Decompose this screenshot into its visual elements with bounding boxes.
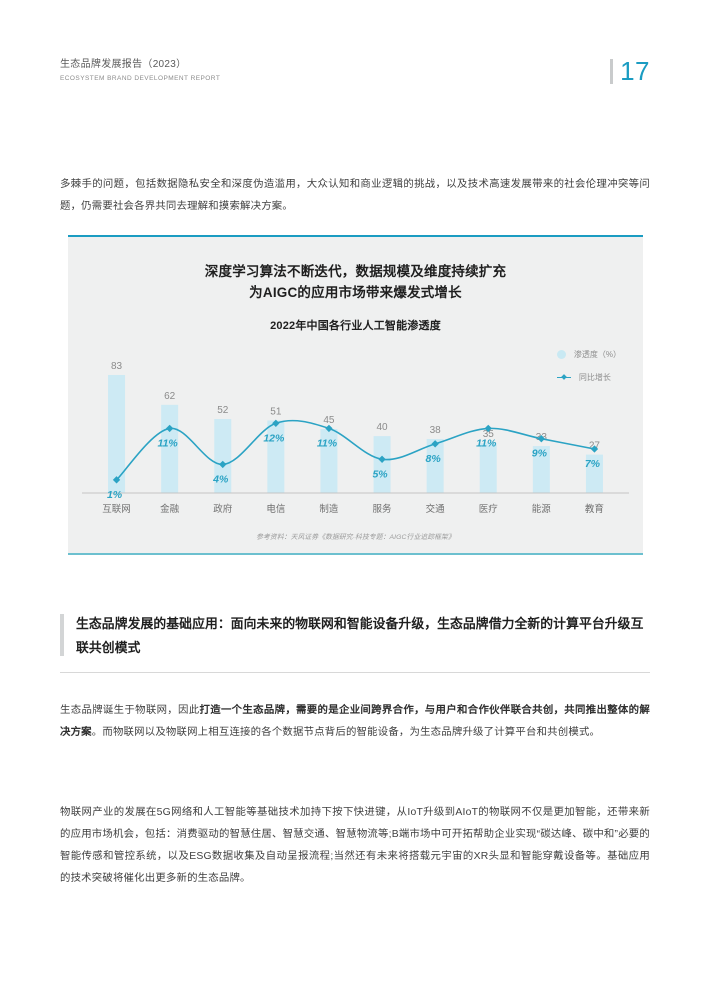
x-axis-label-5: 服务 <box>372 504 392 515</box>
x-axis-label-1: 金融 <box>160 504 180 515</box>
line-label-4: 11% <box>317 437 338 449</box>
bar-value-7: 35 <box>483 429 495 440</box>
line-marker-7 <box>484 424 492 433</box>
page-number-accent-bar <box>610 58 614 84</box>
bar-8 <box>532 446 550 493</box>
line-marker-3 <box>272 419 280 427</box>
chart-subtitle: 2022年中国各行业人工智能渗透度 <box>270 320 441 332</box>
bar-4 <box>320 429 338 493</box>
bar-9 <box>585 454 603 493</box>
legend-item-growth: 同比增长 <box>556 372 621 383</box>
line-label-8: 9% <box>532 448 548 460</box>
legend-label-penetration: 渗透度（%） <box>573 350 621 359</box>
line-marker-0 <box>112 476 121 484</box>
bar-0 <box>108 374 126 493</box>
chart-plot-area: 渗透度（%） 同比增长 836252514540383533271%11%4%1… <box>68 343 643 515</box>
line-label-1: 11% <box>158 437 179 449</box>
bar-3 <box>267 420 285 493</box>
chart-title-line-2: 为AIGC的应用市场带来爆发式增长 <box>249 285 462 300</box>
x-axis-label-7: 医疗 <box>478 504 498 515</box>
x-axis-label-3: 电信 <box>266 504 286 515</box>
bar-7 <box>479 443 497 493</box>
legend-label-growth: 同比增长 <box>578 373 611 382</box>
bar-value-6: 38 <box>430 425 442 436</box>
line-label-9: 7% <box>585 458 601 470</box>
bar-value-3: 51 <box>270 406 282 417</box>
bar-6 <box>426 438 444 493</box>
bar-value-2: 52 <box>217 405 229 416</box>
line-label-0: 1% <box>107 489 123 501</box>
x-axis-label-9: 教育 <box>584 504 604 515</box>
bar-value-4: 45 <box>323 415 335 426</box>
intro-paragraph: 多棘手的问题，包括数据隐私安全和深度伪造滥用，大众认知和商业逻辑的挑战，以及技术… <box>60 179 650 213</box>
report-title: 生态品牌发展报告（2023） <box>60 59 187 70</box>
legend-item-penetration: 渗透度（%） <box>556 349 621 360</box>
section-heading-text: 生态品牌发展的基础应用：面向未来的物联网和智能设备升级，生态品牌借力全新的计算平… <box>76 616 644 655</box>
page-number-group: 17 <box>610 58 650 84</box>
future-paragraph: 物联网产业的发展在5G网络和人工智能等基础技术加持下按下快进键，从IoT升级到A… <box>60 807 650 885</box>
bar-2 <box>214 419 232 493</box>
page-number: 17 <box>620 56 650 86</box>
iot-paragraph-tail: 。而物联网以及物联网上相互连接的各个数据节点背后的智能设备，为生态品牌升级了计算… <box>91 727 601 739</box>
section-heading-accent-bar <box>60 614 64 656</box>
x-axis-label-6: 交通 <box>425 504 445 515</box>
iot-paragraph-bold: 打造一个生态品牌，需要的是企业间跨界合作，与用户和合作伙伴联合共创，共同推出整体… <box>60 705 650 739</box>
chart-svg: 836252514540383533271%11%4%12%11%5%8%11%… <box>82 361 629 501</box>
line-label-3: 12% <box>263 432 285 444</box>
bar-1 <box>161 404 179 493</box>
bar-value-5: 40 <box>376 422 388 433</box>
chart-title-line-1: 深度学习算法不断迭代，数据规模及维度持续扩充 <box>204 264 507 279</box>
section-heading: 生态品牌发展的基础应用：面向未来的物联网和智能设备升级，生态品牌借力全新的计算平… <box>60 612 650 660</box>
page-header: 生态品牌发展报告（2023） ECOSYSTEM BRAND DEVELOPME… <box>60 58 650 98</box>
line-marker-9 <box>590 445 599 453</box>
iot-paragraph-lead: 生态品牌诞生于物联网，因此 <box>60 705 200 717</box>
chart-card: 深度学习算法不断迭代，数据规模及维度持续扩充 为AIGC的应用市场带来爆发式增长… <box>68 235 643 555</box>
iot-paragraph: 生态品牌诞生于物联网，因此打造一个生态品牌，需要的是企业间跨界合作，与用户和合作… <box>60 700 650 744</box>
chart-x-axis-labels: 互联网 金融 政府 电信 制造 服务 交通 医疗 能源 教育 <box>68 501 643 515</box>
legend-circle-icon <box>556 350 566 359</box>
line-label-2: 4% <box>212 473 229 485</box>
x-axis-label-0: 互联网 <box>102 504 131 515</box>
bar-5 <box>373 436 391 493</box>
x-axis-label-8: 能源 <box>531 504 551 515</box>
legend-line-icon <box>556 376 571 379</box>
line-label-7: 11% <box>476 437 497 449</box>
line-label-6: 8% <box>426 453 442 465</box>
bar-value-1: 62 <box>164 391 176 402</box>
bar-value-0: 83 <box>111 361 123 372</box>
chart-legend: 渗透度（%） 同比增长 <box>556 349 621 395</box>
growth-line <box>115 419 596 481</box>
chart-source-note: 参考资料：天风证券《数据研究·科技专题：AIGC行业追踪框架》 <box>256 534 455 541</box>
line-marker-4 <box>325 424 333 433</box>
line-label-5: 5% <box>372 468 388 480</box>
x-axis-label-4: 制造 <box>319 504 339 515</box>
x-axis-label-2: 政府 <box>213 504 233 515</box>
report-subtitle-en: ECOSYSTEM BRAND DEVELOPMENT REPORT <box>60 75 221 82</box>
section-heading-rule <box>60 672 650 673</box>
chart-title: 深度学习算法不断迭代，数据规模及维度持续扩充 为AIGC的应用市场带来爆发式增长 <box>108 261 603 303</box>
